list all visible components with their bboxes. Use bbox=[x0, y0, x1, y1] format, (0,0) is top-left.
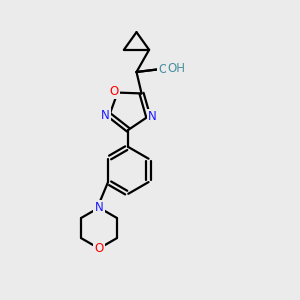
Text: N: N bbox=[148, 110, 157, 123]
Text: O: O bbox=[110, 85, 118, 98]
Text: OH: OH bbox=[167, 62, 185, 75]
Text: N: N bbox=[100, 109, 109, 122]
Text: O: O bbox=[94, 242, 103, 255]
Text: O: O bbox=[158, 63, 167, 76]
Text: H: H bbox=[167, 59, 176, 72]
Text: N: N bbox=[94, 201, 103, 214]
